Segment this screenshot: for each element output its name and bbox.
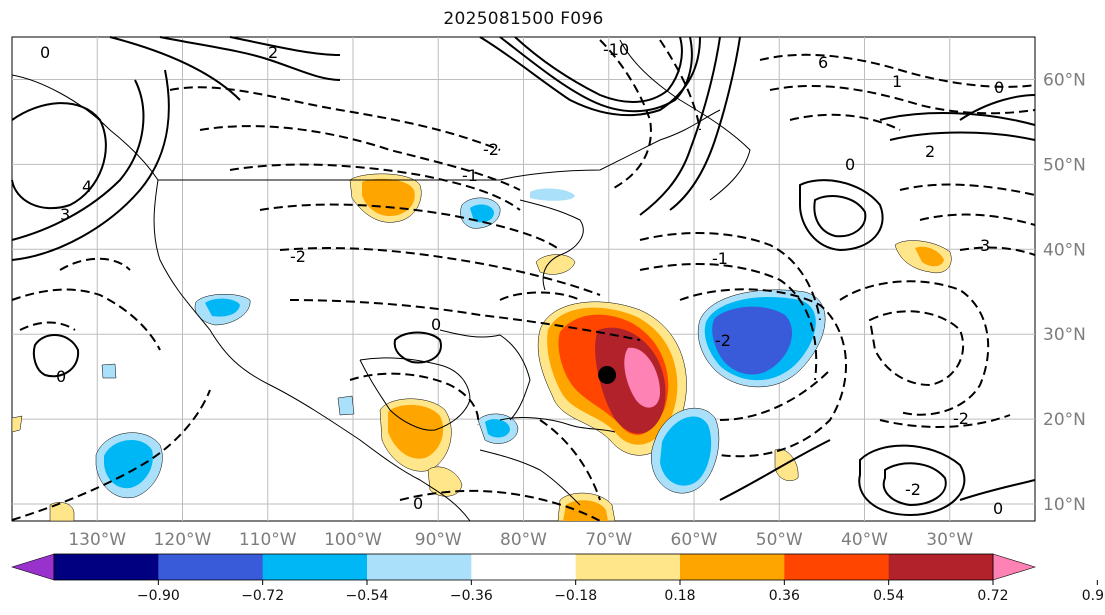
latitude-label: 60°N — [1043, 70, 1086, 90]
contour-label: 0 — [56, 367, 66, 386]
longitude-label: 110°W — [239, 530, 297, 550]
colorbar-swatch — [888, 554, 994, 580]
colorbar-extend-low — [10, 553, 55, 581]
latitude-label: 40°N — [1043, 240, 1086, 260]
colorbar-swatch — [367, 554, 472, 580]
contour-label: -2 — [290, 247, 306, 266]
latitude-label: 30°N — [1043, 325, 1086, 345]
colorbar-tick-label: 0.90 — [1082, 588, 1105, 604]
map-panel: 0 2 4 6 -10 -2 -1 3 1 0 0 0 2 3 -2 -2 0 … — [11, 36, 1036, 522]
colorbar-swatch — [262, 554, 368, 580]
contour-label: -2 — [483, 140, 499, 159]
contours — [11, 36, 1036, 522]
latitude-label: 50°N — [1043, 155, 1086, 175]
contour-label: 2 — [925, 142, 935, 161]
longitude-label: 80°W — [500, 530, 547, 550]
colorbar: −0.90 −0.72 −0.54 −0.36 −0.18 0.18 0.36 0.54 0.7… — [10, 553, 1105, 604]
map-title: 2025081500 F096 — [443, 9, 604, 29]
contour-label: -2 — [715, 331, 731, 350]
colorbar-swatch — [680, 554, 785, 580]
colorbar-tick-label: 0.36 — [769, 588, 800, 604]
contour-label: 4 — [82, 177, 92, 196]
colorbar-tick-label: −0.90 — [137, 588, 180, 604]
colorbar-tick-label: −0.18 — [554, 588, 597, 604]
contour-label: -10 — [603, 40, 629, 59]
longitude-labels: 130°W 120°W 110°W 100°W 90°W 80°W 70°W 60°W 50°W… — [68, 530, 973, 550]
longitude-label: 130°W — [68, 530, 126, 550]
longitude-label: 90°W — [415, 530, 462, 550]
contour-label: 0 — [413, 494, 423, 513]
longitude-label: 40°W — [841, 530, 888, 550]
contour-labels: 0 2 4 6 -10 -2 -1 3 1 0 0 0 2 3 -2 -2 0 … — [40, 40, 1004, 518]
colorbar-tick-label: −0.54 — [346, 588, 389, 604]
colorbar-swatch — [158, 554, 264, 580]
colorbar-extend-high — [992, 553, 1037, 581]
latitude-label: 20°N — [1043, 410, 1086, 430]
colorbar-tick-label: 0.72 — [977, 588, 1008, 604]
contour-label: -2 — [905, 480, 921, 499]
colorbar-swatch — [575, 554, 681, 580]
longitude-label: 50°W — [756, 530, 803, 550]
colorbar-swatch — [471, 554, 577, 580]
contour-label: -1 — [712, 249, 728, 268]
contour-label: 0 — [993, 499, 1003, 518]
contour-label: 3 — [980, 236, 990, 255]
longitude-label: 120°W — [154, 530, 212, 550]
contour-label: 1 — [892, 72, 902, 91]
contour-label: 2 — [268, 43, 278, 62]
contour-label: 0 — [994, 78, 1004, 97]
coastlines — [11, 39, 751, 522]
colorbar-tick-label: −0.36 — [450, 588, 493, 604]
contour-label: 0 — [40, 43, 50, 62]
latitude-labels: 10°N 20°N 30°N 40°N 50°N 60°N — [1043, 70, 1086, 515]
contour-label: -1 — [462, 166, 478, 185]
longitude-label: 30°W — [926, 530, 973, 550]
latitude-label: 10°N — [1043, 495, 1086, 515]
colorbar-tick-label: −0.72 — [241, 588, 284, 604]
colorbar-frame — [53, 553, 994, 581]
contour-label: 0 — [431, 315, 441, 334]
longitude-label: 70°W — [585, 530, 632, 550]
contour-label: 0 — [845, 155, 855, 174]
contour-label: 3 — [60, 205, 70, 224]
colorbar-swatch — [54, 554, 159, 580]
contour-label: -2 — [953, 409, 969, 428]
colorbar-tick-label: 0.54 — [873, 588, 904, 604]
storm-center-marker — [598, 365, 617, 384]
contour-label: 6 — [818, 53, 828, 72]
longitude-label: 100°W — [324, 530, 382, 550]
longitude-label: 60°W — [671, 530, 718, 550]
colorbar-tick-label: 0.18 — [664, 588, 695, 604]
colorbar-swatch — [784, 554, 890, 580]
